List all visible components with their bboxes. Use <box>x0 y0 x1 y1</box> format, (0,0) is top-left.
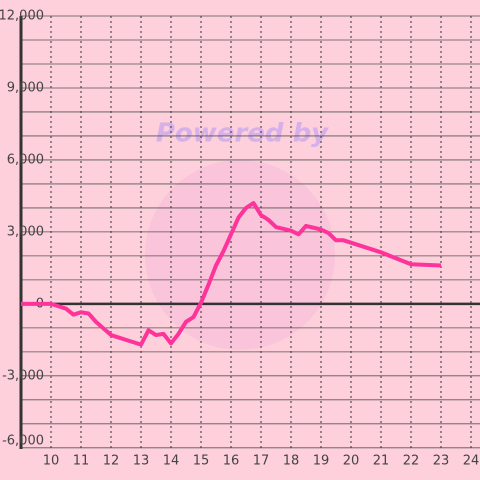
series-line <box>21 201 442 347</box>
y-tick-label: -6,000 <box>2 434 44 449</box>
x-tick-label: 11 <box>73 454 90 469</box>
y-tick-label: 6,000 <box>7 152 44 167</box>
x-tick-label: 10 <box>43 454 60 469</box>
y-tick-label: -3,000 <box>2 368 44 383</box>
x-tick-label: 20 <box>343 454 360 469</box>
y-tick-label: 12,000 <box>0 9 44 24</box>
x-tick-label: 16 <box>223 454 240 469</box>
x-tick-label: 18 <box>283 454 300 469</box>
watermark: Powered by <box>156 119 329 149</box>
y-tick-label: 9,000 <box>7 80 44 95</box>
x-tick-label: 15 <box>193 454 210 469</box>
x-tick-label: 22 <box>403 454 420 469</box>
watermark-image <box>145 160 335 350</box>
x-tick-label: 14 <box>163 454 180 469</box>
x-tick-label: 23 <box>433 454 450 469</box>
x-tick-label: 21 <box>373 454 390 469</box>
y-tick-label: 3,000 <box>7 224 44 239</box>
x-tick-label: 13 <box>133 454 150 469</box>
x-tick-label: 17 <box>253 454 270 469</box>
x-tick-label: 24 <box>463 454 480 469</box>
x-tick-label: 19 <box>313 454 330 469</box>
x-tick-label: 12 <box>103 454 120 469</box>
